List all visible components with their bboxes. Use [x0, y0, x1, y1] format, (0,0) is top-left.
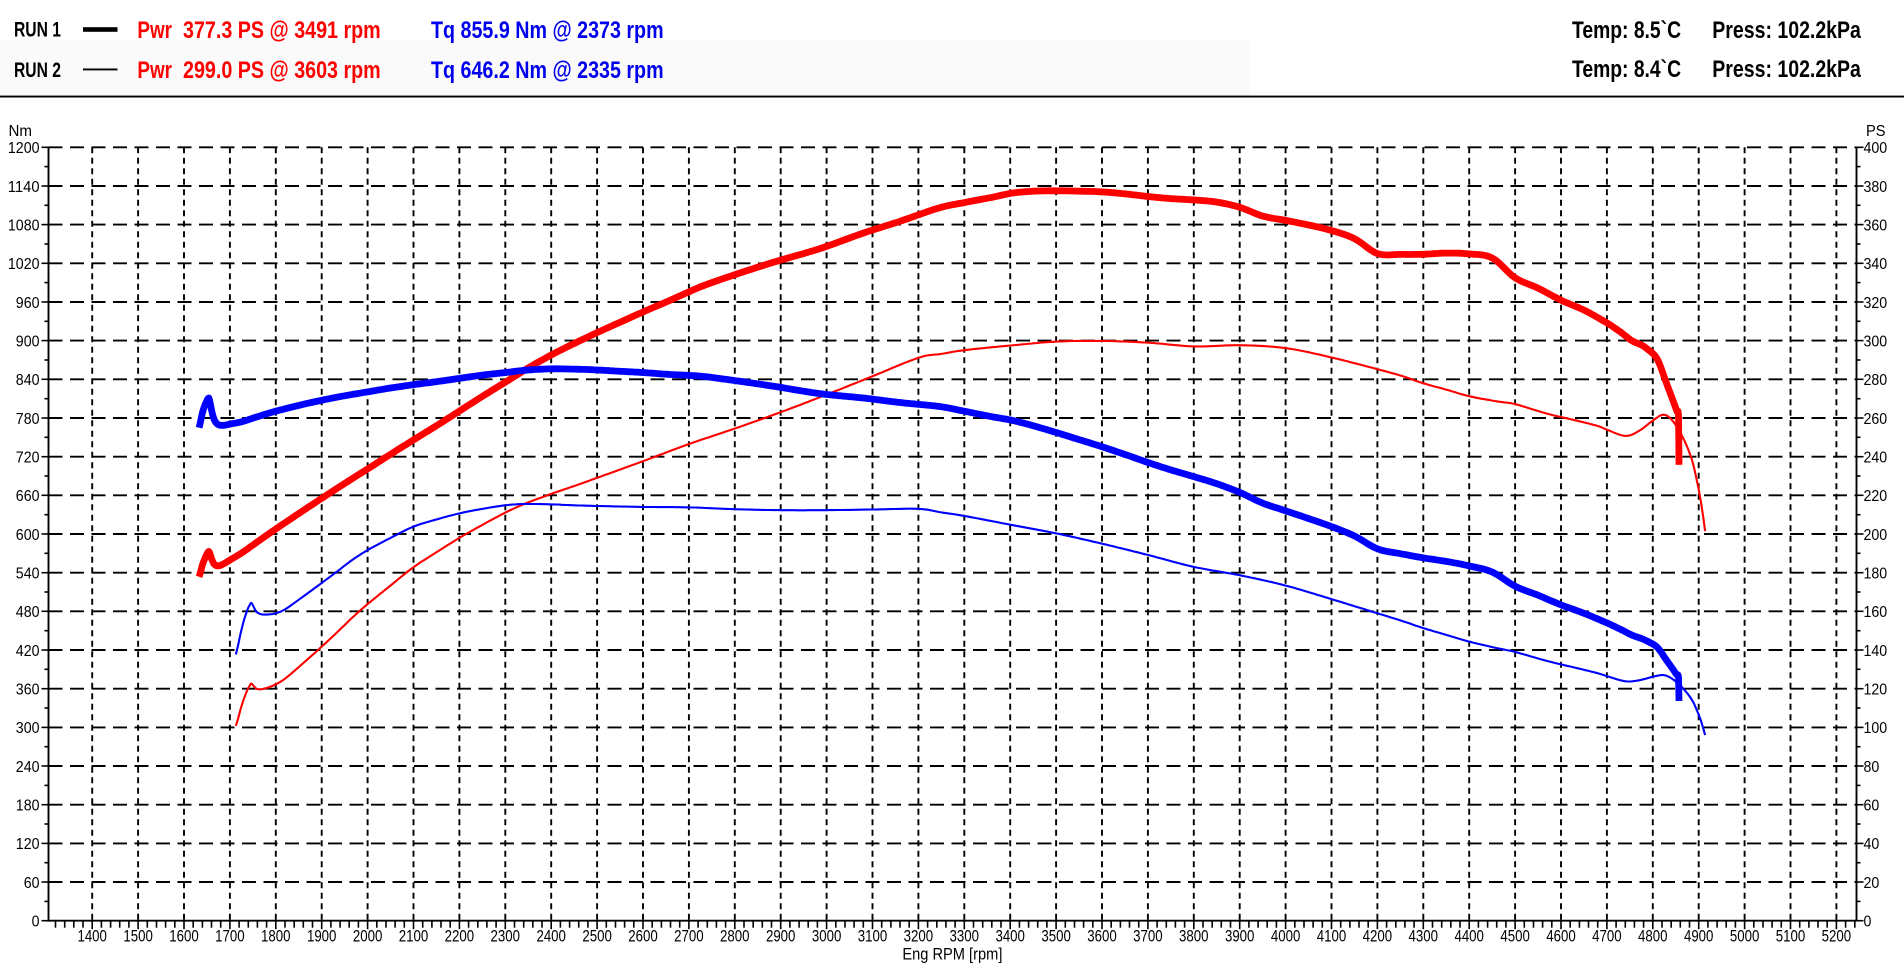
- svg-text:2100: 2100: [399, 926, 429, 945]
- svg-text:900: 900: [16, 333, 40, 350]
- svg-text:4500: 4500: [1500, 926, 1530, 945]
- svg-text:377.3 PS @ 3491 rpm: 377.3 PS @ 3491 rpm: [183, 17, 381, 44]
- svg-text:20: 20: [1864, 875, 1880, 892]
- svg-text:4000: 4000: [1271, 926, 1301, 945]
- svg-text:240: 240: [16, 759, 40, 776]
- svg-text:2600: 2600: [628, 926, 658, 945]
- svg-text:299.0 PS @ 3603 rpm: 299.0 PS @ 3603 rpm: [183, 57, 381, 84]
- svg-text:1020: 1020: [8, 256, 40, 273]
- svg-text:1400: 1400: [77, 926, 107, 945]
- svg-text:40: 40: [1864, 836, 1880, 853]
- svg-text:120: 120: [1864, 682, 1888, 699]
- svg-text:1600: 1600: [169, 926, 199, 945]
- svg-text:5100: 5100: [1776, 926, 1806, 945]
- svg-text:60: 60: [1864, 798, 1880, 815]
- svg-text:3100: 3100: [858, 926, 888, 945]
- svg-text:360: 360: [1864, 217, 1888, 234]
- svg-text:RUN 2: RUN 2: [14, 59, 61, 82]
- svg-text:1080: 1080: [8, 217, 40, 234]
- svg-text:600: 600: [16, 527, 40, 544]
- svg-text:140: 140: [1864, 643, 1888, 660]
- svg-text:3800: 3800: [1179, 926, 1209, 945]
- svg-text:60: 60: [24, 875, 40, 892]
- svg-text:3300: 3300: [950, 926, 980, 945]
- svg-text:2500: 2500: [582, 926, 612, 945]
- svg-text:340: 340: [1864, 256, 1888, 273]
- svg-text:Tq 855.9 Nm @ 2373 rpm: Tq 855.9 Nm @ 2373 rpm: [431, 17, 664, 44]
- svg-text:3700: 3700: [1133, 926, 1163, 945]
- svg-text:1200: 1200: [8, 140, 40, 157]
- svg-text:3000: 3000: [812, 926, 842, 945]
- svg-text:300: 300: [16, 720, 40, 737]
- svg-text:1500: 1500: [123, 926, 153, 945]
- svg-text:4700: 4700: [1592, 926, 1622, 945]
- svg-text:300: 300: [1864, 333, 1888, 350]
- svg-text:2700: 2700: [674, 926, 704, 945]
- svg-text:240: 240: [1864, 450, 1888, 467]
- svg-text:180: 180: [1864, 566, 1888, 583]
- svg-text:2900: 2900: [766, 926, 796, 945]
- svg-text:1700: 1700: [215, 926, 245, 945]
- svg-text:Eng RPM [rpm]: Eng RPM [rpm]: [902, 945, 1002, 964]
- svg-text:2800: 2800: [720, 926, 750, 945]
- svg-text:200: 200: [1864, 527, 1888, 544]
- svg-text:Press: 102.2kPa: Press: 102.2kPa: [1712, 17, 1861, 44]
- svg-text:1900: 1900: [307, 926, 337, 945]
- svg-text:0: 0: [32, 914, 40, 931]
- svg-text:3400: 3400: [995, 926, 1025, 945]
- svg-text:120: 120: [16, 836, 40, 853]
- svg-text:360: 360: [16, 682, 40, 699]
- svg-text:2000: 2000: [353, 926, 383, 945]
- svg-text:280: 280: [1864, 372, 1888, 389]
- svg-text:320: 320: [1864, 295, 1888, 312]
- svg-text:Press: 102.2kPa: Press: 102.2kPa: [1712, 56, 1861, 83]
- svg-text:Nm: Nm: [9, 123, 33, 140]
- svg-text:5000: 5000: [1730, 926, 1760, 945]
- svg-text:380: 380: [1864, 179, 1888, 196]
- svg-text:Pwr: Pwr: [137, 17, 172, 44]
- svg-text:5200: 5200: [1822, 926, 1852, 945]
- svg-text:3900: 3900: [1225, 926, 1255, 945]
- svg-text:720: 720: [16, 450, 40, 467]
- svg-text:PS: PS: [1866, 123, 1886, 140]
- svg-text:960: 960: [16, 295, 40, 312]
- svg-text:3200: 3200: [904, 926, 934, 945]
- svg-text:4400: 4400: [1454, 926, 1484, 945]
- svg-text:2300: 2300: [491, 926, 521, 945]
- svg-text:220: 220: [1864, 488, 1888, 505]
- svg-text:Tq 646.2 Nm @ 2335 rpm: Tq 646.2 Nm @ 2335 rpm: [431, 57, 664, 84]
- svg-text:80: 80: [1864, 759, 1880, 776]
- svg-text:480: 480: [16, 604, 40, 621]
- svg-text:1800: 1800: [261, 926, 291, 945]
- svg-text:4100: 4100: [1317, 926, 1347, 945]
- svg-text:3600: 3600: [1087, 926, 1117, 945]
- svg-text:2200: 2200: [445, 926, 475, 945]
- svg-text:Temp: 8.5`C: Temp: 8.5`C: [1572, 17, 1681, 44]
- svg-text:4200: 4200: [1363, 926, 1393, 945]
- svg-text:540: 540: [16, 566, 40, 583]
- svg-text:1140: 1140: [8, 179, 40, 196]
- svg-text:420: 420: [16, 643, 40, 660]
- svg-text:660: 660: [16, 488, 40, 505]
- svg-text:840: 840: [16, 372, 40, 389]
- svg-text:4600: 4600: [1546, 926, 1576, 945]
- svg-text:4800: 4800: [1638, 926, 1668, 945]
- svg-text:RUN 1: RUN 1: [14, 19, 61, 42]
- svg-text:2400: 2400: [536, 926, 566, 945]
- svg-text:160: 160: [1864, 604, 1888, 621]
- svg-text:180: 180: [16, 798, 40, 815]
- svg-text:4300: 4300: [1409, 926, 1439, 945]
- svg-text:Pwr: Pwr: [137, 57, 172, 84]
- svg-text:0: 0: [1864, 914, 1872, 931]
- svg-text:4900: 4900: [1684, 926, 1714, 945]
- svg-text:260: 260: [1864, 411, 1888, 428]
- svg-text:Temp: 8.4`C: Temp: 8.4`C: [1572, 56, 1681, 83]
- svg-text:400: 400: [1864, 140, 1888, 157]
- svg-text:780: 780: [16, 411, 40, 428]
- svg-text:100: 100: [1864, 720, 1888, 737]
- svg-text:3500: 3500: [1041, 926, 1071, 945]
